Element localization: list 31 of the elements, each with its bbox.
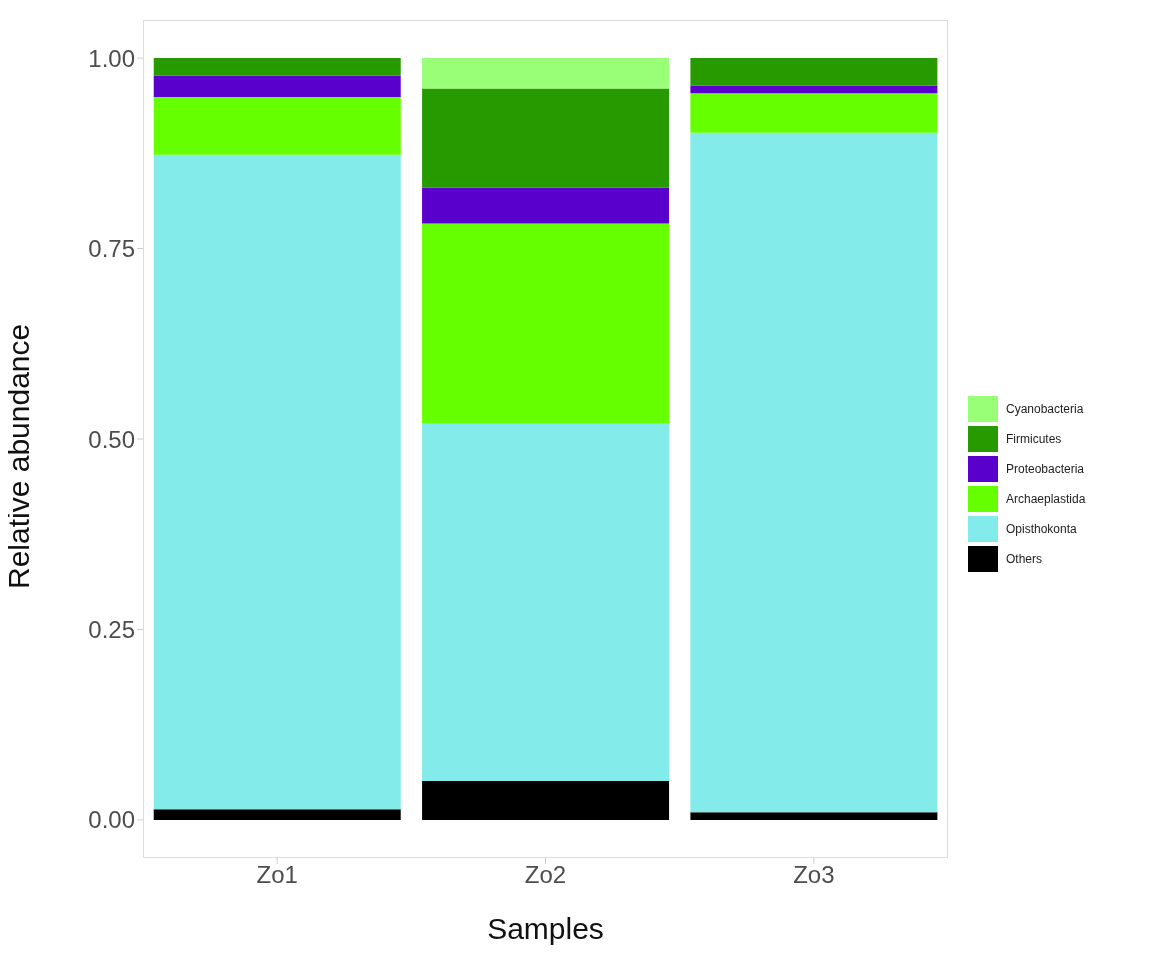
bar: [690, 93, 938, 133]
bar: [422, 58, 670, 89]
bar: [153, 154, 401, 810]
y-tick-label: 0.00: [88, 806, 135, 834]
bar: [422, 781, 670, 820]
legend-label: Proteobacteria: [1006, 461, 1085, 476]
bar: [422, 423, 670, 782]
x-tick-label: Zo2: [524, 861, 567, 889]
y-tick-label: 0.25: [88, 615, 135, 643]
bar: [690, 85, 938, 94]
x-tick-label: Zo3: [793, 861, 835, 889]
legend-label: Cyanobacteria: [1006, 401, 1084, 416]
y-tick-label: 0.50: [88, 425, 135, 453]
legend-label: Opisthokonta: [1006, 521, 1077, 536]
bar: [153, 809, 401, 820]
bar: [690, 812, 938, 820]
legend-label: Firmicutes: [1006, 431, 1062, 446]
bar: [690, 132, 938, 813]
y-tick-label: 1.00: [88, 44, 135, 72]
bar: [422, 223, 670, 424]
x-axis-title: Samples: [487, 912, 604, 945]
bar: [153, 75, 401, 97]
bar: [690, 58, 938, 86]
y-tick-label: 0.75: [88, 235, 135, 263]
x-tick-label: Zo1: [256, 861, 298, 889]
bar: [422, 187, 670, 224]
legend-label: Archaeplastida: [1006, 491, 1086, 506]
bar: [153, 58, 401, 76]
bar: [153, 96, 401, 155]
bar: [422, 88, 670, 188]
legend-label: Others: [1006, 551, 1043, 566]
